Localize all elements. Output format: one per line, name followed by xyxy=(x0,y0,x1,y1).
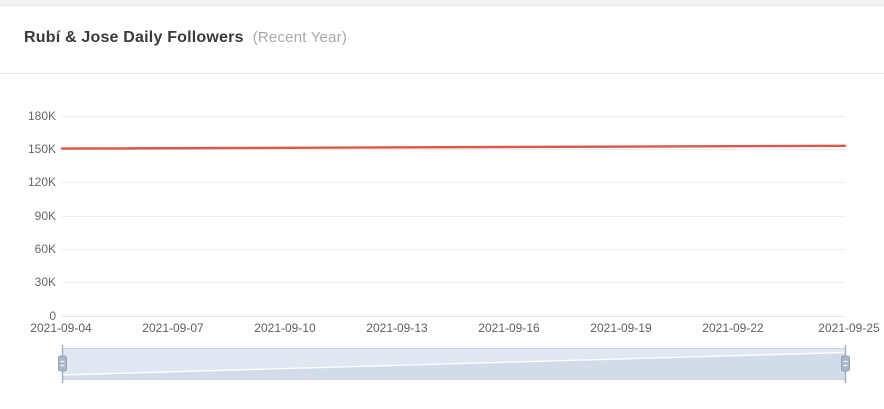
datazoom-shadow-line xyxy=(61,351,846,376)
y-axis-label: 0 xyxy=(49,309,56,323)
datazoom-right-handle[interactable] xyxy=(841,345,850,383)
y-axis-label: 120K xyxy=(27,175,56,189)
top-bar xyxy=(0,0,884,6)
y-axis-label: 180K xyxy=(27,109,56,123)
y-axis-label: 30K xyxy=(34,275,56,289)
series-line-daily-followers[interactable] xyxy=(60,144,847,150)
page-subtitle: (Recent Year) xyxy=(252,29,348,46)
header-divider xyxy=(0,73,884,74)
datazoom-left-handle[interactable] xyxy=(58,345,67,383)
datazoom-data-shadow xyxy=(62,352,845,379)
gridlines xyxy=(62,116,845,317)
x-axis-label: 2021-09-07 xyxy=(142,321,204,335)
y-axis-label: 60K xyxy=(34,242,56,256)
x-axis-label: 2021-09-13 xyxy=(366,321,428,335)
y-axis-label: 150K xyxy=(27,142,56,156)
y-axis-label: 90K xyxy=(34,209,56,223)
x-axis-label: 2021-09-16 xyxy=(478,321,540,335)
x-axis-label: 2021-09-25 xyxy=(818,321,880,335)
x-axis-label: 2021-09-19 xyxy=(590,321,652,335)
chart-header: Rubí & Jose Daily Followers (Recent Year… xyxy=(24,29,347,47)
datazoom-slider[interactable] xyxy=(58,345,850,383)
page-title: Rubí & Jose Daily Followers xyxy=(24,29,244,46)
x-axis-label: 2021-09-04 xyxy=(30,321,92,335)
x-axis-label: 2021-09-22 xyxy=(702,321,764,335)
x-axis-label: 2021-09-10 xyxy=(254,321,316,335)
